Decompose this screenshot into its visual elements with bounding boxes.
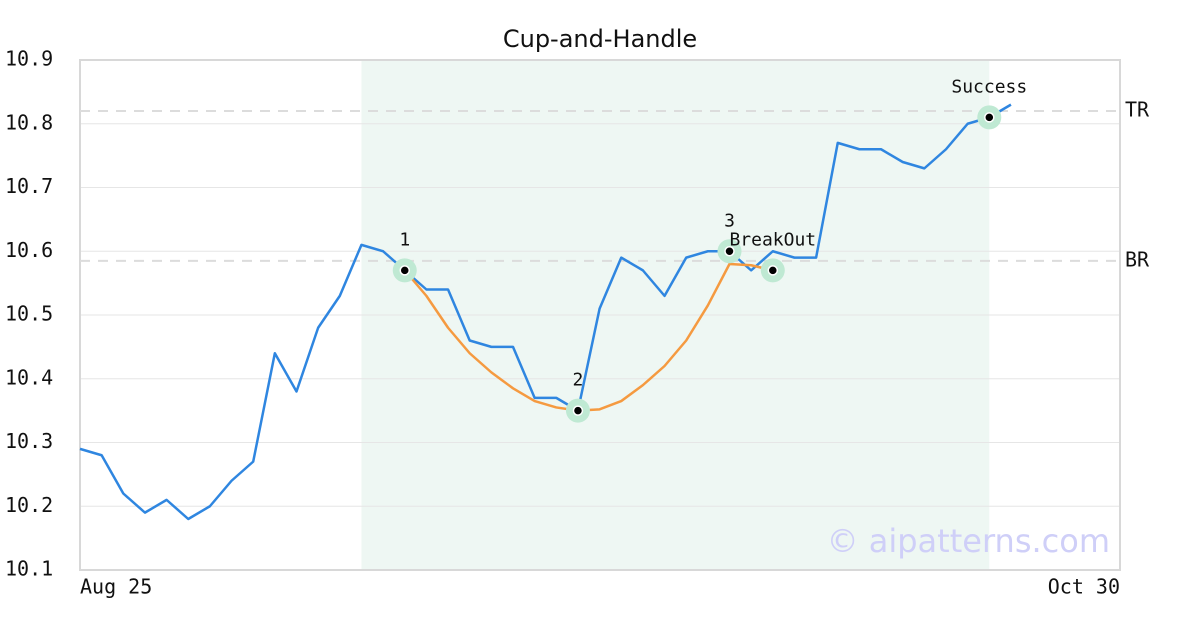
point-marker: [399, 265, 410, 276]
watermark: © aipatterns.com: [827, 522, 1110, 560]
y-tick-label: 10.6: [5, 238, 53, 262]
y-tick-label: 10.7: [5, 174, 53, 198]
y-tick-label: 10.9: [5, 47, 53, 71]
chart-title: Cup-and-Handle: [503, 25, 697, 53]
y-tick-label: 10.1: [5, 557, 53, 581]
point-label: Success: [951, 76, 1027, 97]
point-label: 2: [573, 370, 584, 391]
series-line: [79, 103, 1012, 521]
point-label: BreakOut: [729, 229, 816, 250]
point-marker: [724, 246, 735, 257]
point-marker: [572, 405, 584, 416]
point-marker: [767, 265, 779, 276]
level-label: TR: [1125, 98, 1150, 122]
point-label: 1: [399, 229, 410, 250]
plot-frame: [79, 59, 1121, 571]
x-tick-label: Aug 25: [80, 575, 152, 599]
level-label: BR: [1125, 247, 1150, 271]
y-tick-label: 10.8: [5, 110, 53, 134]
y-tick-label: 10.2: [5, 493, 53, 517]
point-label: 3: [724, 210, 735, 231]
y-tick-label: 10.3: [5, 429, 53, 453]
point-marker: [984, 112, 995, 123]
y-tick-label: 10.5: [5, 302, 53, 326]
x-tick-label: Oct 30: [1048, 575, 1120, 599]
y-tick-label: 10.4: [5, 365, 53, 389]
